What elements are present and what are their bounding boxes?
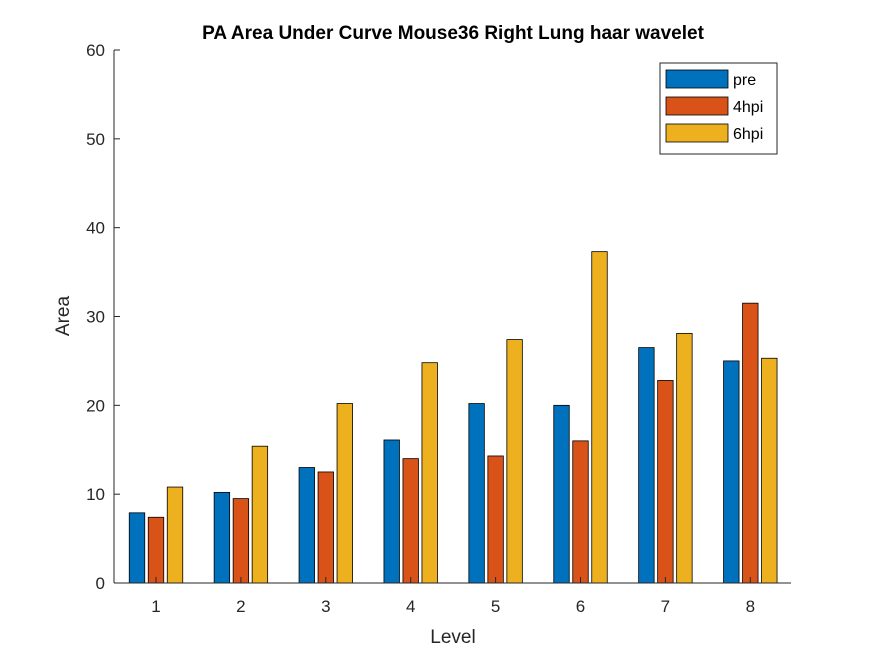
bar-6hpi-6 [591,251,608,584]
x-axis-label: Level [430,627,475,648]
bar-pre-7 [638,347,655,584]
bars-group [128,251,778,584]
bar-pre-2 [213,491,231,584]
bar-6hpi-4 [421,362,438,584]
bar-6hpi-5 [506,339,523,584]
legend-label-6hpi: 6hpi [733,126,763,143]
bar-4hpi-3 [317,471,334,584]
bar-6hpi-1 [166,486,184,584]
bar-pre-5 [468,403,485,584]
x-tick-label: 7 [661,597,670,616]
bar-pre-1 [128,512,146,584]
x-tick-label: 2 [236,597,245,616]
legend-swatch-4hpi [665,96,729,116]
bar-4hpi-7 [657,380,674,584]
bar-4hpi-1 [147,516,165,584]
bar-pre-4 [383,439,400,584]
bar-6hpi-7 [676,332,693,584]
y-tick-label: 10 [86,485,105,504]
x-tick-label: 1 [151,597,160,616]
bar-4hpi-4 [402,458,419,584]
x-tick-label: 8 [746,597,755,616]
x-tick-label: 4 [406,597,415,616]
y-tick-label: 40 [86,219,105,238]
legend-label-4hpi: 4hpi [733,99,763,116]
chart-title: PA Area Under Curve Mouse36 Right Lung h… [202,23,705,44]
legend-label-pre: pre [733,72,756,89]
x-tick-label: 5 [491,597,500,616]
bar-4hpi-8 [742,302,759,584]
bar-4hpi-5 [487,455,504,584]
bar-pre-6 [553,404,570,584]
bar-6hpi-8 [761,357,778,584]
y-axis-label: Area [53,296,74,337]
x-tick-label: 6 [576,597,585,616]
legend-swatch-6hpi [665,123,729,143]
bar-4hpi-2 [232,498,250,584]
legend-swatch-pre [665,69,729,89]
x-tick-label: 3 [321,597,330,616]
legend: pre 4hpi 6hpi [659,62,778,155]
bar-4hpi-6 [572,440,589,584]
bar-6hpi-2 [251,445,269,584]
axes-group: 0 10 20 30 40 50 60 1 2 3 4 5 6 7 8 [86,41,791,616]
bar-pre-3 [298,467,315,584]
bar-pre-8 [723,360,740,584]
y-tick-label: 20 [86,396,105,415]
y-tick-label: 0 [96,574,105,593]
y-tick-label: 30 [86,308,105,327]
bar-6hpi-3 [336,403,353,584]
y-tick-label: 60 [86,41,105,60]
y-tick-label: 50 [86,130,105,149]
